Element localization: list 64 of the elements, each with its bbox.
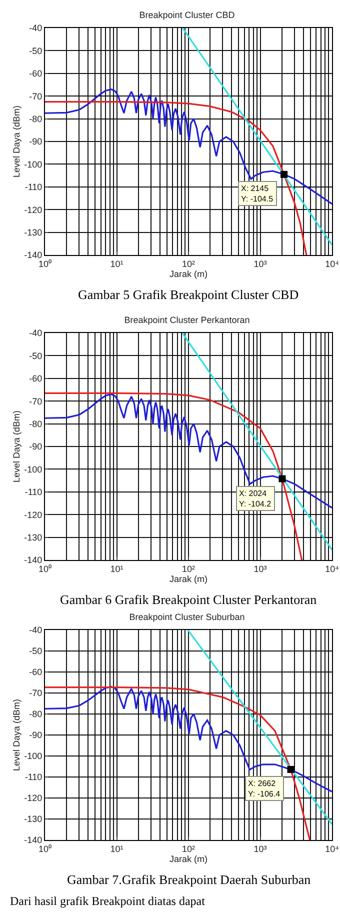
y-tick-label: -50: [29, 350, 42, 361]
x-tick-label: 10⁴: [325, 258, 340, 269]
y-tick-label: -130: [24, 814, 42, 824]
x-tick-label: 10¹: [110, 564, 124, 574]
y-tick-label: -110: [24, 487, 42, 498]
x-tick-label: 10¹: [110, 844, 124, 854]
y-tick-label: -50: [29, 646, 42, 656]
x-tick-label: 10²: [182, 844, 196, 854]
text: Dari hasil grafik Breakpoint diatas dapat: [10, 894, 206, 908]
y-tick-label: -110: [24, 772, 42, 782]
y-tick-label: -140: [24, 835, 42, 846]
chart-title: Breakpoint Cluster Suburban: [129, 612, 245, 622]
y-tick-label: -140: [24, 250, 42, 260]
x-tick-label: 10⁴: [325, 844, 340, 854]
x-axis-title: Jarak (m): [170, 854, 208, 864]
y-tick-label: -40: [29, 328, 42, 338]
x-tick-label: 10⁴: [325, 564, 340, 574]
y-tick-label: -140: [24, 555, 42, 566]
y-tick-label: -110: [24, 182, 42, 192]
y-tick-label: -50: [29, 46, 42, 56]
y-tick-label: -90: [29, 730, 42, 740]
annotation: X: 2145 Y: -104.5: [241, 184, 274, 204]
y-tick-label: -100: [24, 751, 42, 762]
y-tick-label: -130: [24, 227, 42, 238]
text: Gambar 6 Grafik Breakpoint Cluster Perkantoran: [60, 592, 318, 607]
x-tick-label: 10³: [254, 844, 267, 854]
y-tick-label: -80: [29, 418, 42, 429]
y-tick-label: -40: [29, 23, 42, 34]
y-tick-label: -120: [24, 510, 42, 520]
x-tick-label: 10³: [254, 564, 267, 574]
x-tick-label: 10⁰: [38, 564, 52, 574]
y-tick-label: -120: [24, 204, 42, 215]
y-tick-label: -90: [29, 442, 42, 452]
y-axis-title: Level Daya (dBm): [12, 698, 22, 772]
y-tick-label: -60: [29, 374, 42, 384]
y-tick-label: -80: [29, 114, 42, 124]
y-tick-label: -80: [29, 709, 42, 720]
y-tick-label: -60: [29, 68, 42, 79]
y-tick-label: -90: [29, 136, 42, 147]
y-tick-label: -70: [29, 91, 42, 102]
y-tick-label: -120: [24, 793, 42, 804]
y-tick-label: -60: [29, 667, 42, 678]
x-tick-label: 10²: [182, 258, 196, 269]
y-tick-label: -100: [24, 464, 42, 474]
y-tick-label: -40: [29, 625, 42, 636]
x-tick-label: 10⁰: [38, 258, 52, 269]
y-axis-title: Level Daya (dBm): [12, 105, 22, 178]
y-tick-label: -100: [24, 159, 42, 170]
x-tick-label: 10²: [182, 564, 196, 574]
x-axis-title: Jarak (m): [170, 574, 208, 584]
y-tick-label: -70: [29, 688, 42, 698]
annotation: X: 2662 Y: -106.4: [248, 779, 281, 798]
chart-title: Breakpoint Cluster Perkantoran: [124, 315, 250, 326]
annotation: X: 2024 Y: -104.2: [239, 489, 272, 508]
y-tick-label: -70: [29, 396, 42, 406]
y-tick-label: -130: [24, 532, 42, 542]
y-axis-title: Level Daya (dBm): [12, 410, 22, 483]
x-tick-label: 10³: [254, 258, 267, 269]
text: Gambar 7.Grafik Breakpoint Daerah Suburban: [67, 872, 312, 887]
text: Gambar 5 Grafik Breakpoint Cluster CBD: [78, 287, 299, 302]
chart-title: Breakpoint Cluster CBD: [139, 10, 236, 20]
x-tick-label: 10⁰: [38, 844, 52, 854]
x-tick-label: 10¹: [110, 258, 124, 269]
x-axis-title: Jarak (m): [170, 268, 208, 279]
